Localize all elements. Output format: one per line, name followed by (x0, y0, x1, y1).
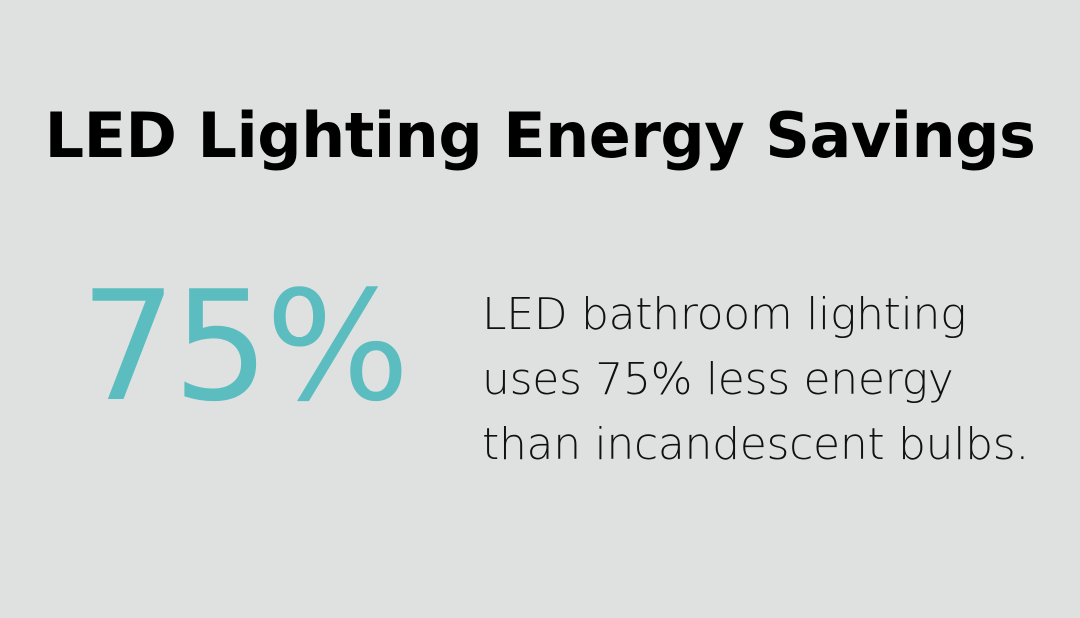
stat-value: 75% (80, 258, 410, 435)
infographic-title: LED Lighting Energy Savings (44, 99, 1036, 172)
stat-description: LED bathroom lighting uses 75% less ener… (482, 289, 1030, 470)
